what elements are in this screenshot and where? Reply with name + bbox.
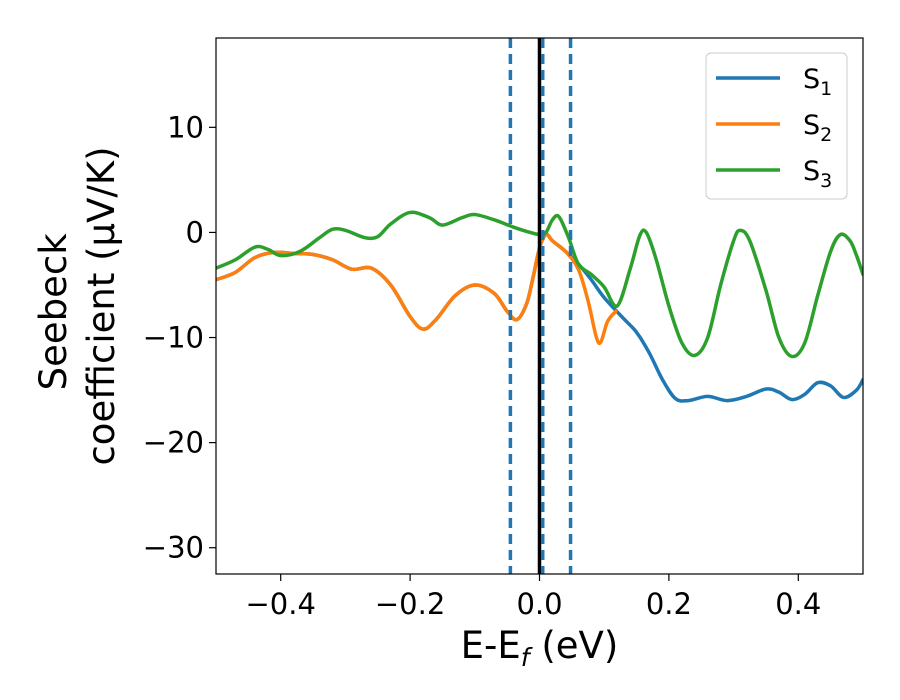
y-tick-label: −10: [143, 321, 204, 355]
series-line-s3: [216, 210, 863, 359]
legend-label-s1: S1: [803, 64, 832, 100]
y-axis-title: Seebeck coefficient (μV/K): [32, 146, 123, 465]
x-axis-title: E-Ef (eV): [461, 624, 619, 672]
x-tick-label: 0.4: [775, 587, 821, 621]
axis-ticks: −0.4 −0.2 0.0 0.2 0.4 −30 −20 −10 0 10: [143, 110, 822, 621]
legend-label-s2: S2: [803, 110, 832, 146]
legend: S1 S2 S3: [705, 52, 848, 200]
series-line-s2: [216, 232, 618, 346]
y-axis-title-line2: coefficient (μV/K): [80, 146, 123, 465]
legend-label-s3: S3: [803, 156, 832, 192]
legend-box: [705, 52, 848, 200]
x-axis-title-unit: (eV): [530, 624, 619, 667]
y-tick-label: −20: [143, 426, 204, 460]
y-tick-label: 10: [167, 110, 204, 144]
plot-area: [216, 38, 863, 574]
y-axis-title-line1: Seebeck: [32, 233, 75, 391]
x-tick-label: −0.2: [375, 587, 445, 621]
x-tick-label: 0.0: [516, 587, 562, 621]
x-tick-label: 0.2: [646, 587, 692, 621]
y-tick-label: 0: [186, 215, 204, 249]
x-tick-label: −0.4: [245, 587, 315, 621]
y-tick-label: −30: [143, 531, 204, 565]
